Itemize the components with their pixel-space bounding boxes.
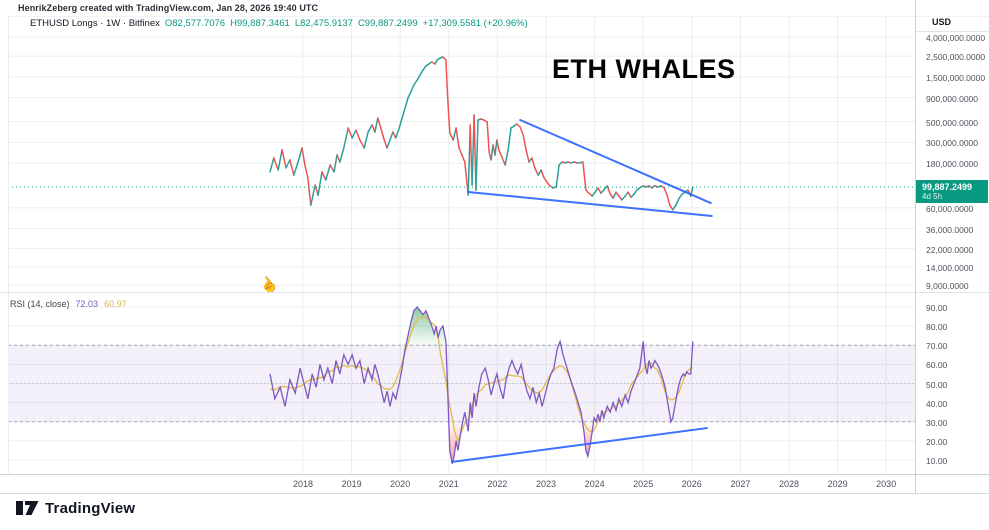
tradingview-logo-icon (16, 501, 39, 515)
rsi-tick: 20.00 (926, 436, 948, 447)
rsi-value: 72.03 (75, 299, 99, 309)
time-tick: 2021 (438, 479, 459, 489)
time-tick: 2030 (876, 479, 897, 489)
price-tick: 4,000,000.0000 (926, 33, 986, 43)
price-tick: 36,000.0000 (926, 224, 974, 235)
rsi-tick: 70.00 (926, 341, 948, 352)
ohlc-l: L82,475.9137 (294, 18, 353, 29)
change-value: +17,309.5581 (+20.96%) (422, 18, 528, 29)
price-tick: 9,000.0000 (926, 280, 969, 291)
time-axis-bottom-border (0, 493, 989, 494)
ohlc-c: C99,887.2499 (357, 18, 418, 29)
rsi-tick: 10.00 (926, 456, 948, 466)
time-tick: 2026 (681, 479, 702, 489)
time-tick: 2019 (341, 479, 362, 489)
time-tick: 2023 (535, 479, 557, 489)
rsi-indicator-title[interactable]: RSI (14, close) (10, 299, 70, 309)
price-tick: 1,500,000.0000 (926, 72, 986, 83)
price-tick: 180,000.0000 (926, 159, 978, 170)
attribution-text: HenrikZeberg created with TradingView.co… (18, 3, 319, 13)
tradingview-logo-text: TradingView (45, 500, 136, 517)
rsi-tick: 90.00 (926, 303, 948, 313)
symbol-title[interactable]: ETHUSD Longs · 1W · Bitfinex (30, 18, 160, 29)
price-tick: 60,000.0000 (926, 203, 974, 214)
widget-top-border (8, 16, 989, 17)
symbol-legend: ETHUSD Longs · 1W · Bitfinex O82,577.7076… (30, 18, 528, 29)
time-tick: 2028 (778, 479, 800, 489)
ohlc-values: O82,577.7076 H99,887.3461 L82,475.9137 C99,… (160, 18, 528, 29)
rsi-tick: 60.00 (926, 360, 948, 371)
last-price-label: 99,887.2499 4d 5h (916, 180, 988, 203)
price-tick: 500,000.0000 (926, 117, 978, 128)
currency-separator (916, 31, 989, 32)
bar-countdown: 4d 5h (922, 192, 943, 201)
currency-label: USD (932, 17, 952, 27)
price-tick: 300,000.0000 (926, 138, 978, 149)
rsi-tick: 50.00 (926, 379, 948, 390)
time-tick: 2024 (584, 479, 605, 489)
rsi-tick: 80.00 (926, 322, 948, 333)
rsi-tick: 30.00 (926, 417, 948, 428)
rsi-ma-value: 60.97 (104, 299, 127, 309)
price-tick: 14,000.0000 (926, 263, 974, 274)
time-tick: 2027 (730, 479, 751, 489)
time-tick: 2025 (633, 479, 654, 489)
pane-separator[interactable] (0, 292, 989, 293)
price-tick: 22,000.0000 (926, 244, 974, 255)
rsi-tick: 40.00 (926, 398, 948, 409)
chart-left-border (8, 16, 9, 474)
time-tick: 2029 (827, 479, 848, 489)
last-price-value: 99,887.2499 (922, 182, 973, 192)
time-axis-top-border (0, 474, 989, 475)
time-tick: 2018 (292, 479, 314, 489)
price-axis[interactable]: USD 4,000,000.0000 2,500,000.0000 1,500,00… (916, 0, 989, 493)
time-tick: 2020 (390, 479, 411, 489)
ohlc-h: H99,887.3461 (230, 18, 290, 29)
price-tick: 2,500,000.0000 (926, 52, 986, 63)
price-tick: 900,000.0000 (926, 93, 978, 104)
time-tick: 2022 (487, 479, 508, 489)
tradingview-logo[interactable]: TradingView (16, 498, 135, 519)
price-axis-border (915, 0, 916, 493)
ohlc-o: O82,577.7076 (164, 18, 226, 29)
eth-whales-annotation[interactable]: ETH WHALES (552, 54, 736, 84)
rsi-legend: RSI (14, close) 72.03 60.97 (10, 299, 127, 309)
